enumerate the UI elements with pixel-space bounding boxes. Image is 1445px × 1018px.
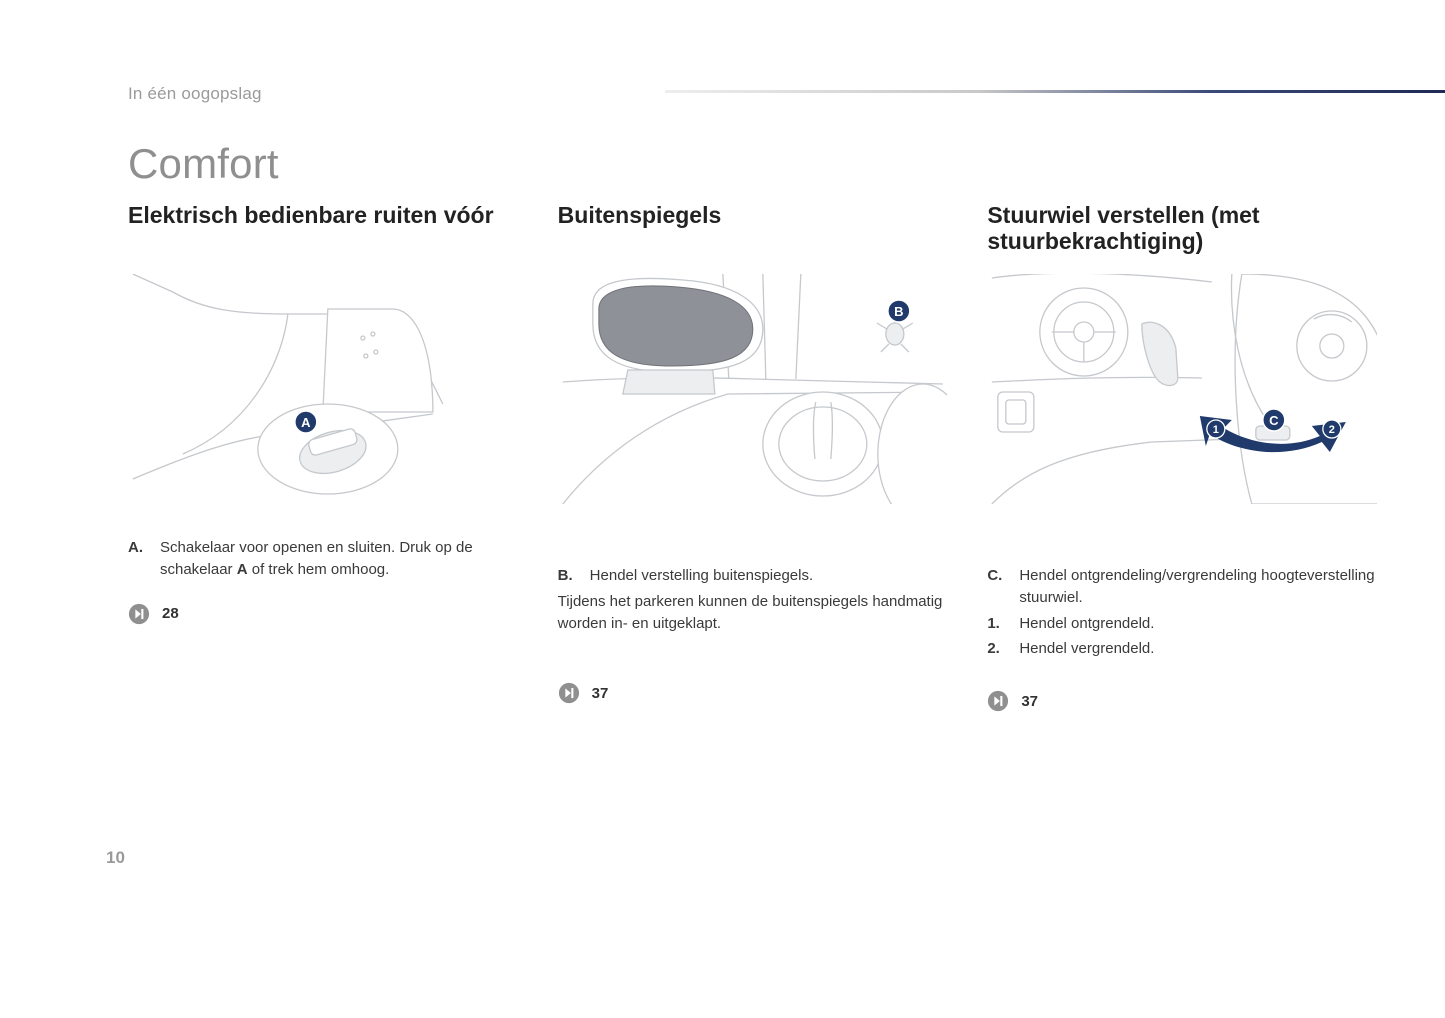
figure-mirrors: B: [558, 274, 948, 504]
badge-2: 2: [1323, 420, 1341, 438]
page-number: 10: [106, 848, 125, 868]
instr-text: Hendel vergrendeld.: [1019, 638, 1377, 660]
instr-text: Schakelaar voor openen en sluiten. Druk …: [160, 537, 518, 581]
svg-text:A: A: [301, 415, 311, 430]
col-mirrors: Buitenspiegels: [558, 202, 948, 712]
figure-steering: C 1 2: [987, 274, 1377, 504]
instr-item: 1. Hendel ontgrendeld.: [987, 613, 1377, 635]
svg-text:2: 2: [1329, 424, 1335, 436]
page-ref-number: 37: [592, 685, 609, 702]
col-steering: Stuurwiel verstellen (met stuurbekrachti…: [987, 202, 1377, 712]
instr-key: A.: [128, 537, 150, 581]
instr-key: C.: [987, 565, 1009, 609]
badge-1: 1: [1207, 420, 1225, 438]
col-windows: Elektrisch bedienbare ruiten vóór A: [128, 202, 518, 712]
page-ref-windows: 28: [128, 603, 518, 625]
instr-key: B.: [558, 565, 580, 587]
subhead-windows: Elektrisch bedienbare ruiten vóór: [128, 202, 518, 260]
header-rule: [665, 90, 1445, 93]
badge-a: A: [295, 411, 317, 433]
page-ref-icon: [987, 690, 1009, 712]
columns: Elektrisch bedienbare ruiten vóór A: [128, 202, 1377, 712]
page-ref-mirrors: 37: [558, 682, 948, 704]
manual-page: In één oogopslag Comfort Elektrisch bedi…: [0, 0, 1445, 1018]
page-title: Comfort: [128, 140, 1377, 188]
page-ref-number: 28: [162, 605, 179, 622]
instr-text: Hendel ontgrendeling/vergrendeling hoogt…: [1019, 565, 1377, 609]
instr-key: 1.: [987, 613, 1009, 635]
svg-text:1: 1: [1213, 424, 1219, 436]
badge-b: B: [888, 300, 910, 322]
page-ref-steering: 37: [987, 690, 1377, 712]
instr-item: C. Hendel ontgrendeling/vergrendeling ho…: [987, 565, 1377, 609]
subhead-steering: Stuurwiel verstellen (met stuurbekrachti…: [987, 202, 1377, 260]
instr-item: A. Schakelaar voor openen en sluiten. Dr…: [128, 537, 518, 581]
instr-key: 2.: [987, 638, 1009, 660]
svg-text:C: C: [1269, 413, 1279, 428]
instr-item: B. Hendel verstelling buitenspiegels.: [558, 565, 948, 587]
instr-text: Hendel ontgrendeld.: [1019, 613, 1377, 635]
page-ref-icon: [128, 603, 150, 625]
instr-text: Hendel verstelling buitenspiegels.: [590, 565, 948, 587]
svg-text:B: B: [894, 304, 903, 319]
instructions-windows: A. Schakelaar voor openen en sluiten. Dr…: [128, 537, 518, 581]
instructions-mirrors: B. Hendel verstelling buitenspiegels. Ti…: [558, 565, 948, 634]
instr-note: Tijdens het parkeren kunnen de buitenspi…: [558, 591, 948, 635]
page-ref-number: 37: [1021, 693, 1038, 710]
figure-windows: A: [128, 274, 518, 504]
chapter-label: In één oogopslag: [128, 84, 1377, 104]
page-ref-icon: [558, 682, 580, 704]
instr-item: 2. Hendel vergrendeld.: [987, 638, 1377, 660]
badge-c: C: [1263, 409, 1285, 431]
instructions-steering: C. Hendel ontgrendeling/vergrendeling ho…: [987, 565, 1377, 660]
subhead-mirrors: Buitenspiegels: [558, 202, 948, 260]
